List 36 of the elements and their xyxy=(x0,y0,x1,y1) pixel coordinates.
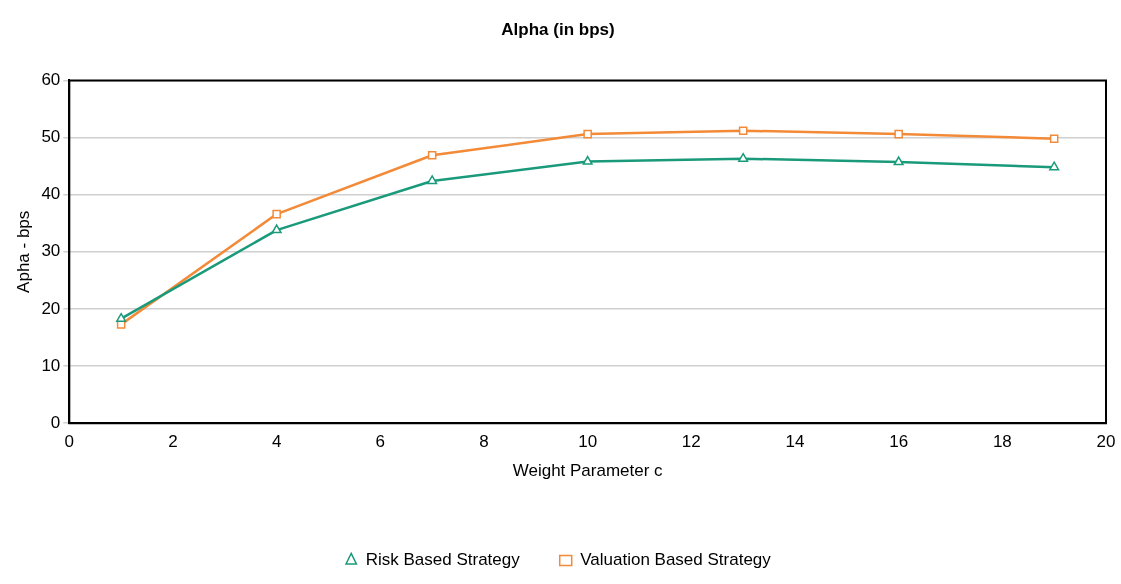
x-tick-label: 14 xyxy=(785,432,805,452)
x-tick-label: 20 xyxy=(1096,432,1116,452)
x-tick-label: 4 xyxy=(271,432,282,452)
point xyxy=(116,312,127,322)
point xyxy=(582,155,593,165)
point xyxy=(583,129,592,139)
point xyxy=(738,152,749,162)
point xyxy=(271,224,282,234)
x-axis-title: Weight Parameter c xyxy=(512,461,664,481)
point xyxy=(272,209,281,219)
point xyxy=(427,175,438,185)
x-tick-label: 0 xyxy=(64,432,75,452)
x-tick-label: 16 xyxy=(889,432,909,452)
y-axis-title: Apha - bps xyxy=(13,210,33,293)
point xyxy=(894,129,903,139)
y-tick-label: 10 xyxy=(41,355,61,375)
legend-label: Risk Based Strategy xyxy=(365,550,521,570)
y-tick-label: 30 xyxy=(41,241,61,261)
point xyxy=(1049,134,1059,143)
y-tick-label: 40 xyxy=(41,184,61,204)
x-tick-label: 12 xyxy=(681,432,701,452)
chart-title: Alpha (in bps) xyxy=(501,19,615,39)
x-tick-label: 2 xyxy=(168,432,178,452)
point xyxy=(1049,161,1060,171)
y-tick-label: 50 xyxy=(41,127,61,147)
x-tick-label: 6 xyxy=(375,432,386,452)
x-tick-label: 8 xyxy=(479,432,489,452)
point xyxy=(893,156,904,166)
y-tick-label: 20 xyxy=(41,298,61,318)
point xyxy=(738,126,748,135)
x-tick-label: 18 xyxy=(992,432,1012,452)
y-tick-label: 60 xyxy=(41,70,61,90)
x-tick-label: 10 xyxy=(578,432,598,452)
legend-label: Valuation Based Strategy xyxy=(580,550,772,570)
y-tick-label: 0 xyxy=(50,412,61,432)
point xyxy=(427,150,437,160)
